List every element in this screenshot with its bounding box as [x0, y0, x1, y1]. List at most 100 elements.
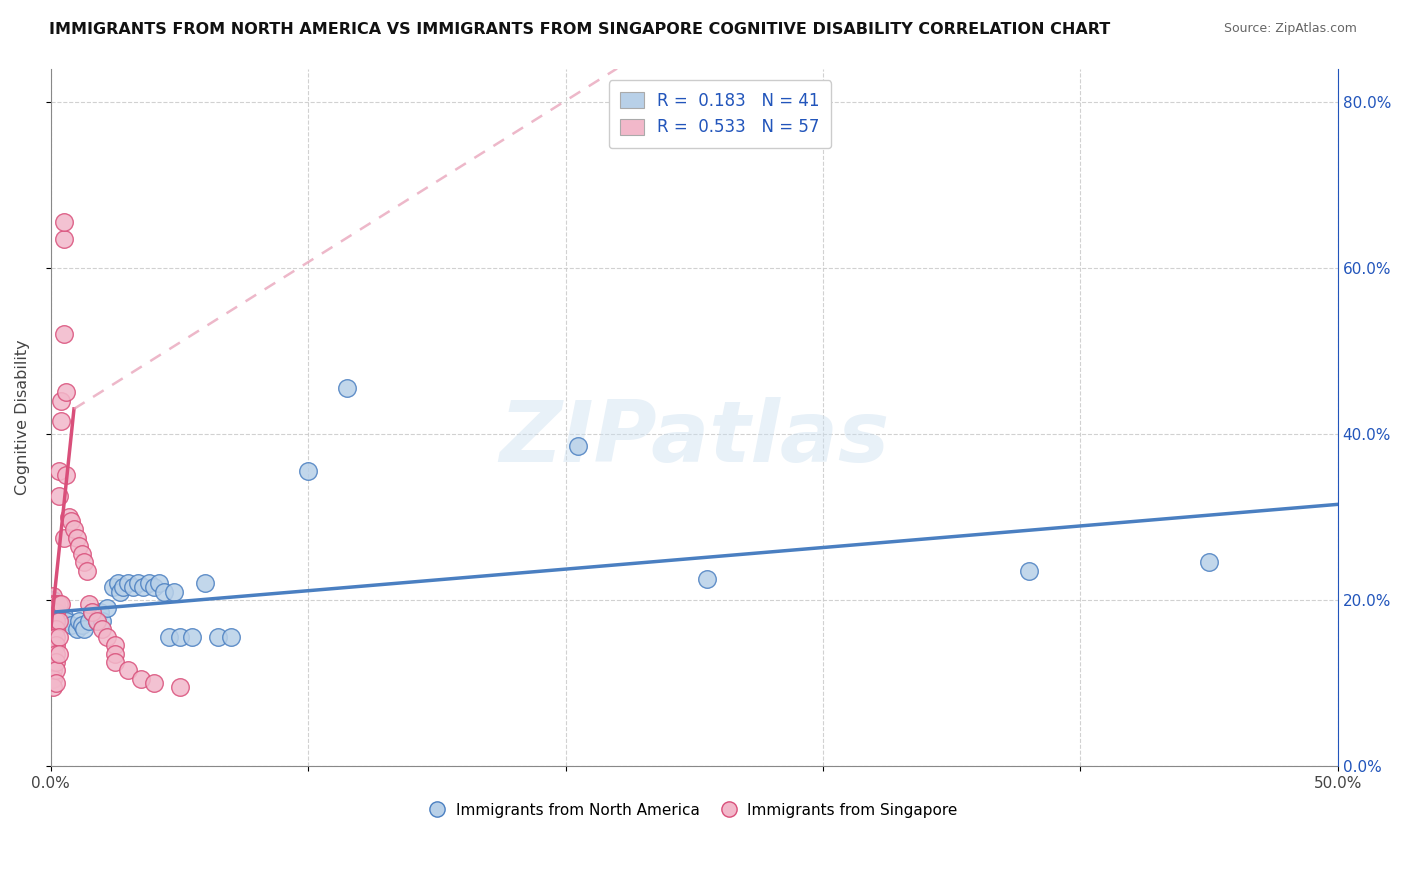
Point: [117, 664, 139, 678]
Point: [45, 605, 67, 619]
Point: [157, 630, 180, 644]
Point: [70, 547, 93, 561]
Point: [48, 605, 70, 619]
Point: [129, 672, 152, 686]
Point: [65, 531, 87, 545]
Point: [42, 647, 65, 661]
Point: [148, 576, 170, 591]
Point: [91, 614, 114, 628]
Point: [207, 630, 229, 644]
Point: [169, 630, 191, 644]
Point: [1198, 556, 1220, 570]
Point: [42, 630, 65, 644]
Point: [111, 580, 134, 594]
Point: [45, 647, 67, 661]
Point: [42, 592, 65, 607]
Point: [42, 589, 65, 603]
Point: [80, 605, 103, 619]
Point: [117, 576, 139, 591]
Point: [63, 522, 86, 536]
Point: [52, 609, 75, 624]
Point: [297, 464, 319, 478]
Point: [48, 597, 70, 611]
Point: [70, 617, 93, 632]
Point: [194, 576, 217, 591]
Text: IMMIGRANTS FROM NORTH AMERICA VS IMMIGRANTS FROM SINGAPORE COGNITIVE DISABILITY : IMMIGRANTS FROM NORTH AMERICA VS IMMIGRA…: [49, 22, 1111, 37]
Point: [45, 597, 67, 611]
Point: [45, 622, 67, 636]
Point: [49, 393, 72, 408]
Text: Source: ZipAtlas.com: Source: ZipAtlas.com: [1223, 22, 1357, 36]
Point: [101, 580, 124, 594]
Point: [55, 468, 77, 483]
Point: [55, 385, 77, 400]
Point: [45, 614, 67, 628]
Point: [96, 630, 118, 644]
Point: [127, 576, 149, 591]
Point: [73, 622, 96, 636]
Point: [567, 439, 589, 453]
Point: [48, 464, 70, 478]
Text: ZIPatlas: ZIPatlas: [499, 397, 890, 480]
Point: [42, 664, 65, 678]
Point: [60, 617, 83, 632]
Point: [89, 605, 111, 619]
Point: [45, 655, 67, 669]
Point: [104, 655, 127, 669]
Point: [60, 514, 83, 528]
Point: [52, 215, 75, 229]
Point: [73, 556, 96, 570]
Point: [45, 630, 67, 644]
Point: [42, 605, 65, 619]
Point: [45, 664, 67, 678]
Point: [42, 614, 65, 628]
Point: [104, 647, 127, 661]
Point: [65, 622, 87, 636]
Point: [48, 614, 70, 628]
Point: [76, 564, 98, 578]
Point: [132, 580, 155, 594]
Point: [181, 630, 204, 644]
Point: [42, 622, 65, 636]
Point: [336, 381, 359, 395]
Point: [42, 639, 65, 653]
Point: [42, 655, 65, 669]
Point: [104, 639, 127, 653]
Point: [67, 539, 90, 553]
Point: [80, 605, 103, 619]
Point: [52, 232, 75, 246]
Point: [45, 639, 67, 653]
Point: [42, 672, 65, 686]
Point: [96, 601, 118, 615]
Point: [67, 614, 90, 628]
Point: [153, 584, 176, 599]
Point: [163, 584, 186, 599]
Point: [79, 614, 101, 628]
Point: [86, 614, 108, 628]
Point: [219, 630, 242, 644]
Point: [1018, 564, 1040, 578]
Point: [122, 580, 145, 594]
Point: [49, 414, 72, 428]
Point: [42, 680, 65, 694]
Point: [45, 601, 67, 615]
Point: [48, 630, 70, 644]
Point: [49, 597, 72, 611]
Y-axis label: Cognitive Disability: Cognitive Disability: [15, 339, 30, 495]
Point: [45, 676, 67, 690]
Point: [138, 576, 160, 591]
Point: [110, 584, 132, 599]
Point: [52, 327, 75, 342]
Point: [107, 576, 129, 591]
Point: [55, 614, 77, 628]
Point: [52, 531, 75, 545]
Point: [48, 647, 70, 661]
Point: [142, 676, 165, 690]
Legend: Immigrants from North America, Immigrants from Singapore: Immigrants from North America, Immigrant…: [425, 797, 963, 824]
Point: [48, 489, 70, 503]
Point: [142, 580, 165, 594]
Point: [91, 622, 114, 636]
Point: [79, 597, 101, 611]
Point: [42, 597, 65, 611]
Point: [58, 509, 80, 524]
